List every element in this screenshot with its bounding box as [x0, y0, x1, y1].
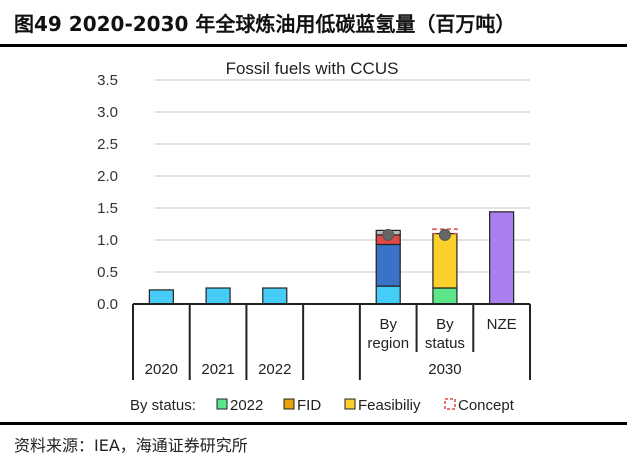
bar-segment-nze	[489, 211, 515, 305]
x-group-label: 2021	[201, 361, 234, 378]
figure-title: 图49 2020-2030 年全球炼油用低碳蓝氢量（百万吨）	[14, 12, 516, 36]
y-tick-label: 3.0	[97, 104, 118, 121]
legend-swatch-feasibiliy	[344, 398, 356, 410]
x-category-label: By	[436, 316, 454, 333]
bar-segment-2022	[432, 287, 458, 305]
x-category-label: By	[379, 316, 397, 333]
marker-dot	[438, 228, 451, 241]
x-category-label: region	[367, 335, 409, 352]
bar-segment-existing	[148, 289, 174, 305]
chart-title: Fossil fuels with CCUS	[226, 59, 399, 78]
x-category-label: status	[425, 335, 465, 352]
legend-label: 2022	[230, 397, 263, 414]
legend-prefix: By status:	[130, 397, 196, 414]
y-tick-label: 0.5	[97, 264, 118, 281]
bar-segment-existing	[262, 287, 288, 305]
legend-swatch-2022	[216, 398, 228, 410]
y-tick-label: 2.5	[97, 136, 118, 153]
marker-dot	[382, 228, 395, 241]
y-tick-label: 1.0	[97, 232, 118, 249]
top-rule	[0, 44, 627, 47]
x-group-label: 2022	[258, 361, 291, 378]
y-tick-label: 2.0	[97, 168, 118, 185]
bar-segment-feasibiliy	[432, 233, 458, 289]
legend-label: Concept	[458, 397, 515, 414]
legend-swatch-fid	[283, 398, 295, 410]
bottom-rule	[0, 422, 627, 425]
chart: Fossil fuels with CCUS 0.0 0.5 1.0 1.5 2.0 2.…	[97, 59, 531, 414]
bar-segment-region-2	[375, 243, 401, 287]
bar-segment-region-1	[375, 285, 401, 305]
legend-swatch-concept	[444, 398, 456, 410]
y-tick-label: 0.0	[97, 296, 118, 313]
x-category-label: NZE	[487, 316, 517, 333]
x-group-label-2030: 2030	[428, 361, 461, 378]
legend-label: Feasibiliy	[358, 397, 421, 414]
y-tick-label: 3.5	[97, 72, 118, 89]
y-tick-label: 1.5	[97, 200, 118, 217]
source-note: 资料来源：IEA，海通证券研究所	[14, 436, 248, 455]
bar-segment-existing	[205, 287, 231, 305]
x-group-label: 2020	[145, 361, 178, 378]
legend-label: FID	[297, 397, 321, 414]
